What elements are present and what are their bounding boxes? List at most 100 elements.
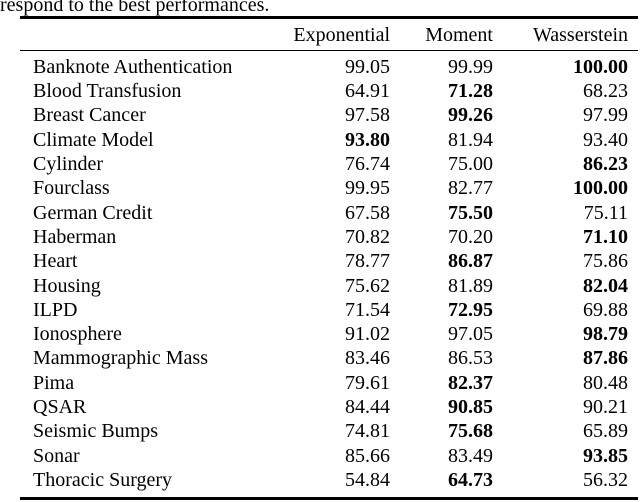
dataset-name: Heart: [33, 250, 78, 273]
dataset-name: Cylinder: [33, 153, 103, 176]
table-row: Climate Model 93.80 81.94 93.40: [20, 128, 638, 152]
value-exponential: 71.54: [345, 298, 390, 321]
value-wasserstein: 65.89: [583, 420, 628, 443]
value-moment: 97.05: [448, 323, 493, 346]
value-wasserstein: 93.40: [583, 128, 628, 151]
table-row: Housing 75.62 81.89 82.04: [20, 274, 638, 298]
value-exponential: 99.05: [345, 55, 390, 78]
value-exponential: 64.91: [345, 80, 390, 103]
value-moment: 99.99: [448, 55, 493, 78]
table-row: QSAR 84.44 90.85 90.21: [20, 395, 638, 419]
dataset-name: Haberman: [33, 225, 117, 248]
value-exponential: 97.58: [345, 104, 390, 127]
value-moment: 71.28: [448, 80, 493, 103]
caption-text: respond to the best performances.: [0, 0, 270, 16]
value-moment: 99.26: [448, 104, 493, 127]
value-exponential: 83.46: [345, 347, 390, 370]
value-wasserstein: 86.23: [583, 153, 628, 176]
value-wasserstein: 68.23: [583, 80, 628, 103]
dataset-name: Pima: [33, 371, 75, 394]
value-exponential: 79.61: [345, 371, 390, 394]
value-wasserstein: 82.04: [583, 274, 628, 297]
value-moment: 70.20: [448, 225, 493, 248]
table-row: Thoracic Surgery 54.84 64.73 56.32: [20, 468, 638, 492]
table-row: Fourclass 99.95 82.77 100.00: [20, 176, 638, 200]
table-row: Pima 79.61 82.37 80.48: [20, 371, 638, 395]
value-moment: 83.49: [448, 444, 493, 467]
value-wasserstein: 90.21: [583, 396, 628, 419]
value-exponential: 74.81: [345, 420, 390, 443]
value-wasserstein: 75.11: [583, 201, 628, 224]
mid-rule: [20, 49, 638, 51]
dataset-name: Thoracic Surgery: [33, 468, 173, 491]
value-moment: 82.77: [448, 177, 493, 200]
table-row: Breast Cancer 97.58 99.26 97.99: [20, 103, 638, 127]
value-exponential: 85.66: [345, 444, 390, 467]
value-exponential: 75.62: [345, 274, 390, 297]
value-exponential: 54.84: [345, 468, 390, 491]
table-row: Blood Transfusion 64.91 71.28 68.23: [20, 79, 638, 103]
value-moment: 72.95: [448, 298, 493, 321]
value-wasserstein: 87.86: [583, 347, 628, 370]
dataset-name: ILPD: [33, 298, 78, 321]
dataset-name: Sonar: [33, 444, 80, 467]
dataset-name: Seismic Bumps: [33, 420, 159, 443]
value-moment: 86.53: [448, 347, 493, 370]
value-wasserstein: 56.32: [583, 468, 628, 491]
value-wasserstein: 69.88: [583, 298, 628, 321]
dataset-name: QSAR: [33, 396, 87, 419]
column-header-exponential: Exponential: [293, 23, 390, 46]
value-wasserstein: 100.00: [573, 55, 628, 78]
table-row: Sonar 85.66 83.49 93.85: [20, 444, 638, 468]
dataset-name: German Credit: [33, 201, 153, 224]
dataset-name: Housing: [33, 274, 101, 297]
table-row: German Credit 67.58 75.50 75.11: [20, 201, 638, 225]
table-row: Seismic Bumps 74.81 75.68 65.89: [20, 419, 638, 443]
value-wasserstein: 100.00: [573, 177, 628, 200]
dataset-name: Ionosphere: [33, 323, 122, 346]
table-row: Cylinder 76.74 75.00 86.23: [20, 152, 638, 176]
value-moment: 90.85: [448, 396, 493, 419]
value-wasserstein: 93.85: [583, 444, 628, 467]
value-wasserstein: 80.48: [583, 371, 628, 394]
dataset-name: Fourclass: [33, 177, 110, 200]
value-wasserstein: 71.10: [583, 225, 628, 248]
table-header-row: Exponential Moment Wasserstein: [20, 19, 638, 50]
value-moment: 75.00: [448, 153, 493, 176]
value-moment: 81.89: [448, 274, 493, 297]
table-row: Mammographic Mass 83.46 86.53 87.86: [20, 346, 638, 370]
dataset-name: Mammographic Mass: [33, 347, 208, 370]
value-moment: 64.73: [448, 468, 493, 491]
value-exponential: 78.77: [345, 250, 390, 273]
value-exponential: 70.82: [345, 225, 390, 248]
value-moment: 82.37: [448, 371, 493, 394]
value-moment: 86.87: [448, 250, 493, 273]
value-exponential: 91.02: [345, 323, 390, 346]
table-row: Banknote Authentication 99.05 99.99 100.00: [20, 55, 638, 79]
top-rule: [20, 16, 638, 19]
value-wasserstein: 97.99: [583, 104, 628, 127]
value-moment: 81.94: [448, 128, 493, 151]
table-row: Haberman 70.82 70.20 71.10: [20, 225, 638, 249]
dataset-name: Blood Transfusion: [33, 80, 182, 103]
column-header-moment: Moment: [425, 23, 493, 46]
value-moment: 75.68: [448, 420, 493, 443]
column-header-dataset: [20, 21, 270, 50]
value-wasserstein: 75.86: [583, 250, 628, 273]
value-exponential: 99.95: [345, 177, 390, 200]
value-wasserstein: 98.79: [583, 323, 628, 346]
value-exponential: 93.80: [345, 128, 390, 151]
value-exponential: 67.58: [345, 201, 390, 224]
table-row: Ionosphere 91.02 97.05 98.79: [20, 322, 638, 346]
table-body: Banknote Authentication 99.05 99.99 100.00 B…: [20, 51, 638, 497]
value-moment: 75.50: [448, 201, 493, 224]
value-exponential: 84.44: [345, 396, 390, 419]
dataset-name: Banknote Authentication: [33, 55, 233, 78]
table-row: Heart 78.77 86.87 75.86: [20, 249, 638, 273]
table-row: ILPD 71.54 72.95 69.88: [20, 298, 638, 322]
dataset-name: Climate Model: [33, 128, 154, 151]
bottom-rule: [20, 497, 638, 501]
column-header-wasserstein: Wasserstein: [532, 23, 628, 46]
value-exponential: 76.74: [345, 153, 390, 176]
results-table: Exponential Moment Wasserstein Banknote …: [20, 16, 638, 501]
